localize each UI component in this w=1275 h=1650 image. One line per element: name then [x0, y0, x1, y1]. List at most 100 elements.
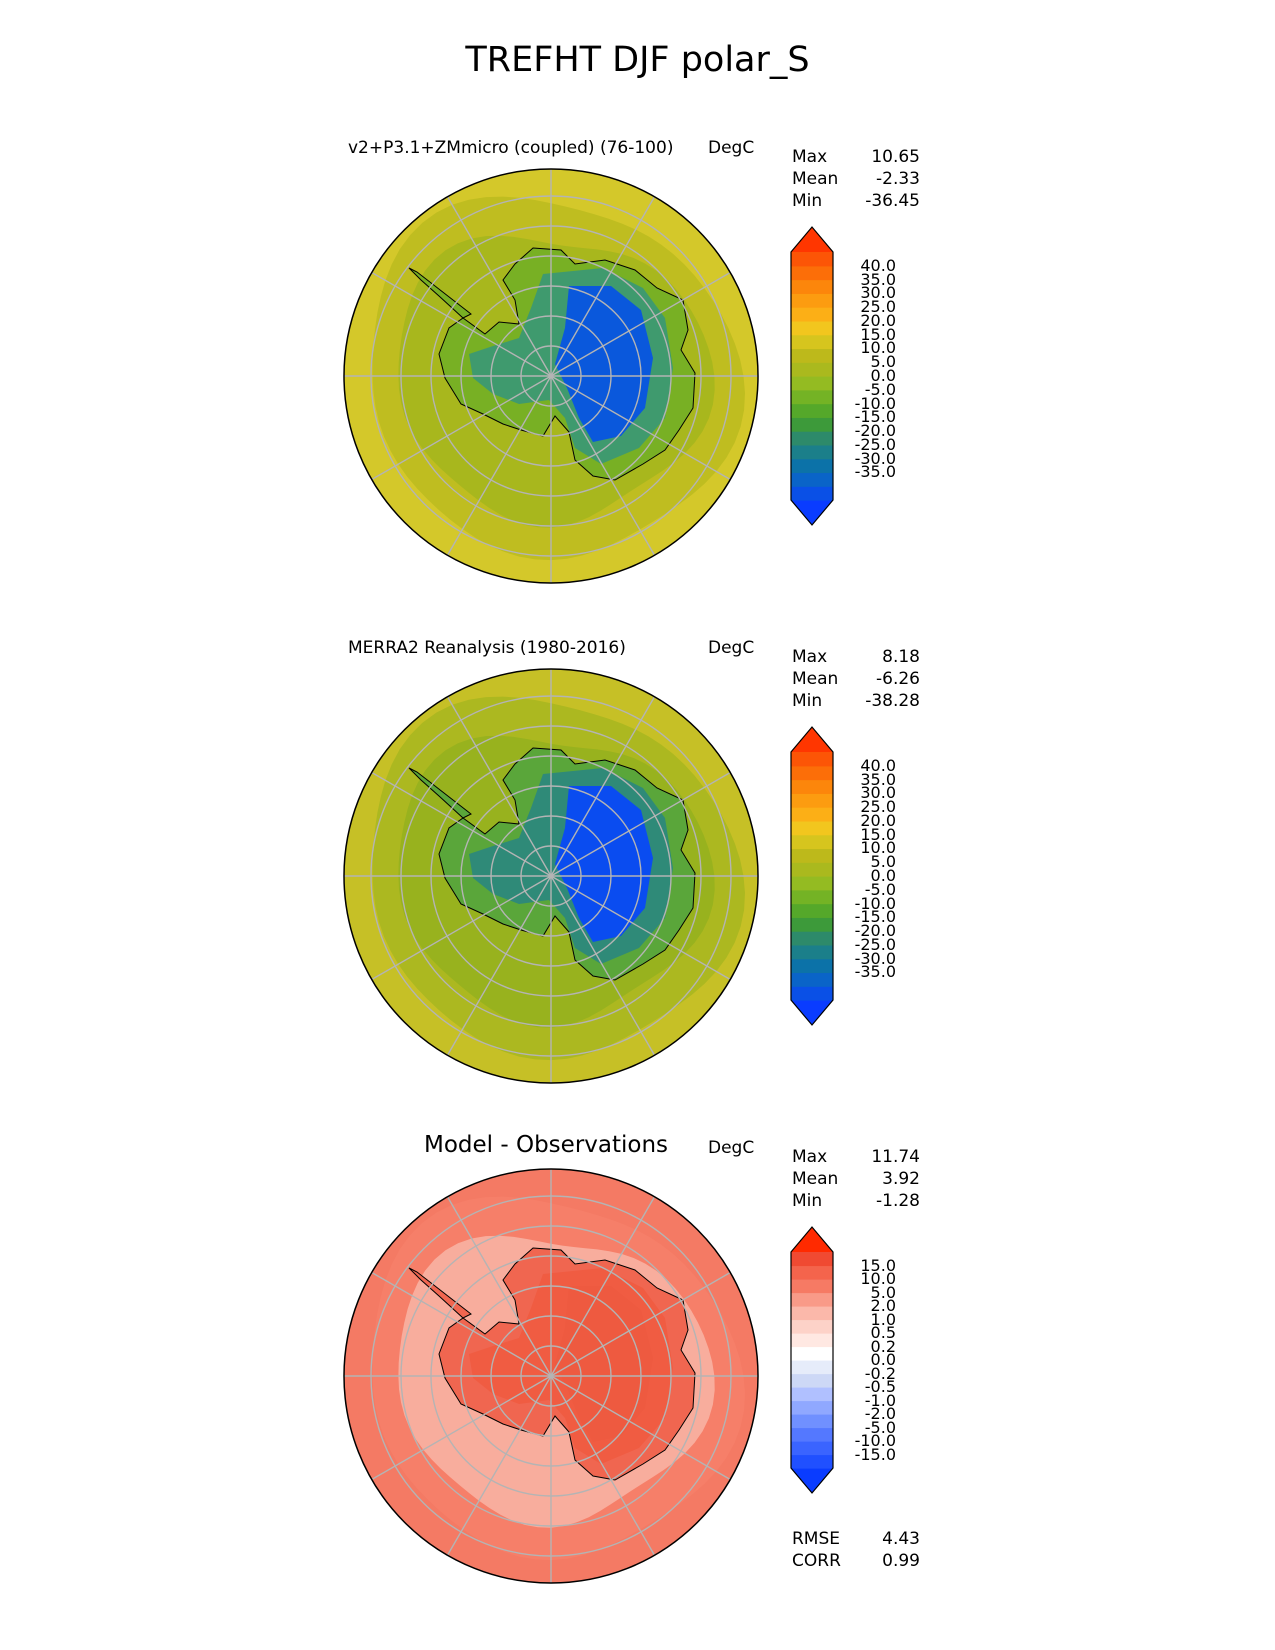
antarctic-peninsula: [409, 1268, 471, 1318]
meridian-line: [550, 1375, 656, 1556]
map-boundary: [343, 1168, 759, 1584]
meridian-line: [550, 696, 656, 877]
east-antarctic-plateau: [555, 286, 653, 442]
panel-2-units: DegC: [708, 638, 755, 658]
colorbar-tick-label: -0.5: [864, 1377, 896, 1396]
panel-1-colorbar: [790, 226, 834, 526]
panel-3-polar-map: [343, 1168, 759, 1584]
meridian-line: [371, 1271, 552, 1377]
colorbar-tick-label: 5.0: [870, 1282, 896, 1302]
mean-label: Mean: [792, 169, 839, 189]
colorbar-tick-label: 10.0: [860, 838, 896, 858]
colorbar-segment: [791, 848, 833, 863]
colorbar-tick-label: 30.0: [860, 283, 896, 303]
colorbar-tick-label: 10.0: [860, 1269, 896, 1288]
colorbar-tick-label: 25.0: [860, 297, 896, 317]
colorbar-segment: [791, 1306, 833, 1321]
colorbar-tick-label: -15.0: [854, 407, 896, 427]
min-label: Min: [792, 691, 823, 711]
colorbar-segment: [791, 972, 833, 987]
colorbar-segment: [791, 293, 833, 308]
colorbar-tick-label: 40.0: [860, 755, 896, 775]
colorbar-outline: [790, 1226, 834, 1494]
meridian-line: [550, 375, 656, 556]
panel-2-polar-map: [343, 668, 759, 1084]
colorbar-tick-label: -30.0: [854, 448, 896, 468]
panel-1-colorbar-ticks: 40.0 35.0 30.0 25.0 20.0 15.0 10.0 5.0 0.0 -5.0 -1…: [836, 226, 896, 526]
corr-label: CORR: [792, 1551, 841, 1571]
colorbar-tick-label: 25.0: [860, 797, 896, 817]
colorbar-segment: [791, 348, 833, 363]
colorbar-tick-label: -15.0: [854, 1444, 896, 1464]
antarctic-peninsula: [409, 268, 471, 318]
colorbar-segment: [791, 765, 833, 781]
colorbar-segment: [791, 252, 833, 267]
colorbar-segment: [791, 986, 833, 1001]
antarctic-peninsula: [409, 768, 471, 818]
meridian-line: [446, 875, 552, 1056]
figure-title: TREFHT DJF polar_S: [465, 40, 810, 80]
colorbar-segment: [791, 931, 833, 946]
colorbar-segment: [791, 1292, 833, 1307]
colorbar-segment: [791, 279, 833, 294]
colorbar-tick-label: -5.0: [864, 879, 896, 899]
colorbar-tick-label: 35.0: [860, 269, 896, 289]
colorbar-tick-label: -15.0: [854, 907, 896, 927]
colorbar-segment: [791, 320, 833, 336]
colorbar-tick-label: -1.0: [864, 1390, 896, 1410]
meridian-line: [446, 1196, 552, 1377]
meridian-line: [550, 196, 656, 377]
meridian-line: [446, 696, 552, 877]
meridian-line: [550, 1271, 731, 1377]
meridian-line: [550, 375, 731, 481]
colorbar-segment: [791, 417, 833, 432]
colorbar-tick-label: 0.2: [870, 1336, 896, 1356]
colorbar-segment: [791, 431, 833, 446]
colorbar-segment: [791, 807, 833, 822]
colorbar-tick-label: -5.0: [864, 1417, 896, 1437]
meridian-line: [371, 771, 552, 877]
panel-1-polar-map: [343, 168, 759, 584]
max-value: 8.18: [882, 647, 920, 667]
colorbar-segment: [791, 944, 833, 960]
corr-value: 0.99: [882, 1551, 920, 1571]
colorbar-tick-label: -30.0: [854, 948, 896, 968]
panel-1-units: DegC: [708, 138, 755, 158]
colorbar-tick-label: 0.0: [870, 1350, 896, 1369]
colorbar-tick-label: -35.0: [854, 462, 896, 482]
colorbar-segment: [791, 793, 833, 808]
panel-3-units: DegC: [708, 1138, 755, 1158]
colorbar-upper-extension: [791, 227, 833, 252]
colorbar-segment: [791, 1279, 833, 1294]
colorbar-tick-label: 15.0: [860, 324, 896, 344]
colorbar-tick-label: 0.5: [870, 1323, 896, 1342]
colorbar-segment: [791, 1360, 833, 1375]
map-boundary: [343, 668, 759, 1084]
colorbar-segment: [791, 1387, 833, 1402]
colorbar-segment: [791, 1319, 833, 1334]
colorbar-segment: [791, 779, 833, 794]
colorbar-segment: [791, 752, 833, 767]
meridian-line: [550, 771, 731, 877]
meridian-line: [550, 875, 731, 981]
colorbar-tick-label: -10.0: [854, 393, 896, 413]
colorbar-tick-label: -25.0: [854, 934, 896, 954]
colorbar-segment: [791, 472, 833, 487]
colorbar-tick-label: 35.0: [860, 769, 896, 789]
panel-1-title: v2+P3.1+ZMmicro (coupled) (76-100): [348, 138, 674, 158]
colorbar-segment: [791, 1400, 833, 1415]
colorbar-segment: [791, 389, 833, 405]
meridian-line: [371, 375, 552, 481]
mean-value: -2.33: [876, 169, 920, 189]
colorbar-segment: [791, 1373, 833, 1388]
peninsula-coastline: [408, 267, 472, 319]
panel-2-colorbar: [790, 726, 834, 1026]
max-label: Max: [792, 147, 828, 167]
coastline: [438, 1247, 696, 1481]
colorbar-tick-label: 0.0: [870, 366, 896, 385]
colorbar-tick-label: 20.0: [860, 810, 896, 830]
mean-label: Mean: [792, 1169, 839, 1189]
min-value: -38.28: [865, 691, 920, 711]
panel-3-stats: Max 11.74 Mean 3.92 Min -1.28: [792, 1146, 920, 1212]
colorbar-segment: [791, 1265, 833, 1280]
